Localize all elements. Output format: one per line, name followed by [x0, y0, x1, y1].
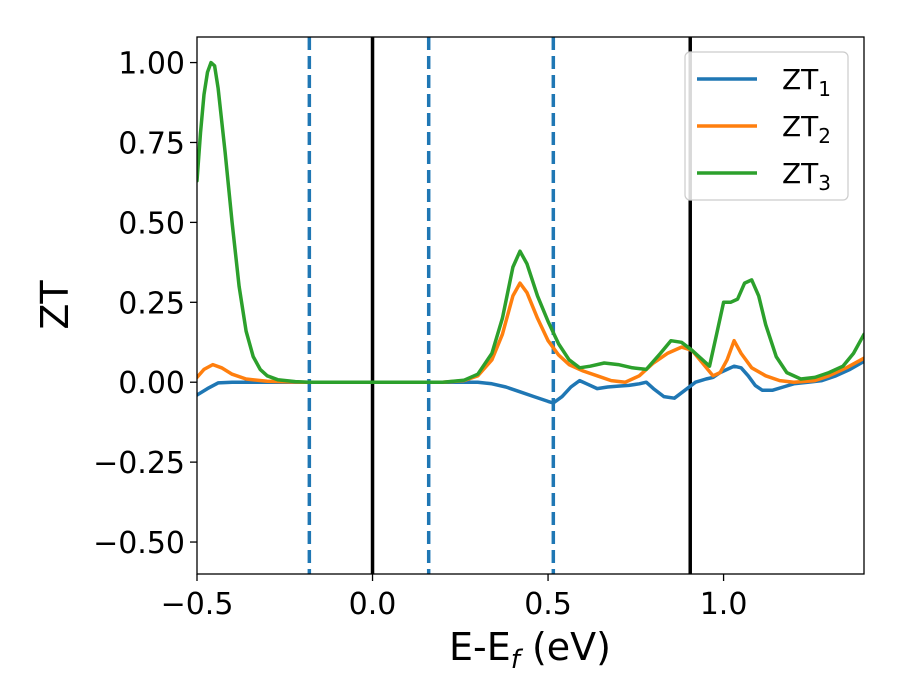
series-line-zt1: [197, 359, 864, 405]
plot-frame: [196, 36, 865, 575]
y-tick-label-3: 0.25: [118, 286, 185, 321]
x-tick-label-2: 0.5: [524, 587, 572, 622]
y-axis-ticks: 1.00 0.75 0.50 0.25 0.00 −0.25 −0.50: [93, 47, 197, 561]
y-tick-label-2: 0.50: [118, 206, 185, 241]
x-tick-label-0: −0.5: [161, 587, 234, 622]
x-axis-label: E-Ef (eV): [449, 625, 611, 675]
y-axis-label: ZT: [33, 280, 77, 330]
x-tick-label-1: 0.0: [349, 587, 397, 622]
legend-label-zt2: ZT2: [782, 110, 831, 148]
series-layer: [197, 60, 864, 405]
legend-box: [684, 51, 849, 201]
x-tick-label-3: 1.0: [700, 587, 748, 622]
y-tick-label-6: −0.50: [93, 526, 185, 561]
y-tick-label-5: −0.25: [93, 446, 185, 481]
x-axis-ticks: −0.5 0.0 0.5 1.0: [161, 574, 748, 622]
y-tick-label-1: 0.75: [118, 126, 185, 161]
legend-label-zt1: ZT1: [782, 63, 831, 101]
y-tick-label-4: 0.00: [118, 366, 185, 401]
legend: ZT1 ZT2 ZT3: [684, 51, 849, 201]
legend-label-zt3: ZT3: [782, 157, 831, 195]
series-line-zt3: [197, 60, 864, 384]
y-tick-label-0: 1.00: [118, 47, 185, 82]
